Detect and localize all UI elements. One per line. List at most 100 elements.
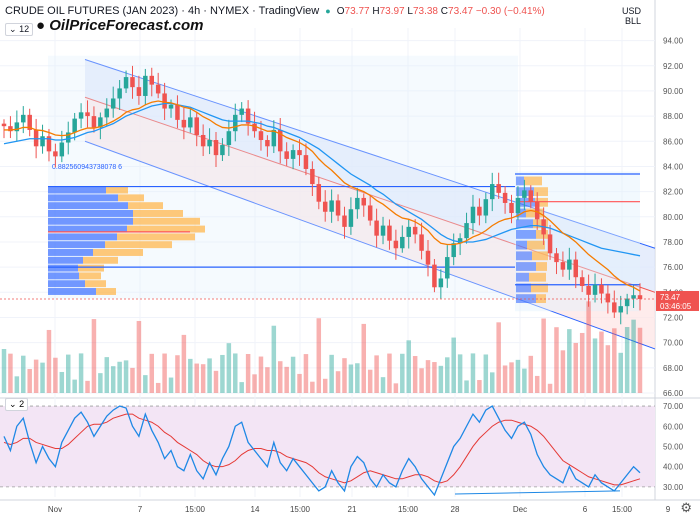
volume-bar [252, 374, 257, 393]
currency-unit[interactable]: USD BLL [622, 6, 641, 26]
volume-bar [329, 354, 334, 393]
vp-bar-up [48, 209, 133, 217]
candle-body [181, 119, 187, 128]
volume-bar [136, 320, 142, 393]
candle-body [265, 140, 270, 147]
volume-bar [265, 367, 270, 393]
candle-body [406, 226, 411, 237]
candle-body [155, 84, 161, 94]
candle-body [438, 278, 444, 288]
volume-bar [117, 361, 122, 393]
price-tick-label: 80.00 [663, 213, 684, 222]
vp-bar-up [48, 288, 96, 295]
volume-bar [400, 353, 405, 393]
rsi-tick-label: 70.00 [663, 402, 684, 411]
watermark-text: OilPriceForecast.com [49, 17, 204, 34]
vp-bar-up [516, 197, 535, 207]
price-tick-label: 94.00 [663, 37, 684, 46]
candle-body [117, 88, 122, 99]
vp-bar-up [516, 219, 533, 229]
volume-bar [290, 356, 296, 393]
candle-body [509, 202, 514, 214]
candle-body [297, 150, 302, 156]
vp-bar-up [516, 262, 536, 271]
candle-body [207, 140, 212, 147]
vp-bar-down [117, 233, 195, 241]
candle-body [380, 225, 386, 236]
candle-body [573, 259, 579, 278]
volume-bar [33, 359, 39, 393]
volume-bar [188, 358, 193, 393]
candle-body [483, 199, 489, 216]
volume-bar [149, 353, 155, 393]
price-tick-label: 82.00 [663, 188, 684, 197]
volume-bar [438, 365, 444, 393]
ohlc-low-value: 73.38 [412, 6, 438, 17]
volume-bar [419, 368, 424, 393]
candle-body [554, 253, 559, 263]
vp-bar-down [527, 240, 545, 250]
volume-bar [534, 375, 540, 393]
rsi-line [3, 405, 641, 497]
candle-body [579, 277, 585, 287]
price-tick-label: 92.00 [663, 62, 684, 71]
vp-bar-up [48, 264, 78, 272]
volume-bar [110, 366, 116, 393]
volume-bar [53, 357, 58, 393]
candle-body [21, 114, 26, 123]
candle-body [110, 98, 116, 109]
vp-bar-up [48, 272, 79, 280]
symbol-title[interactable]: CRUDE OIL FUTURES (JAN 2023) · 4h · NYME… [5, 5, 320, 17]
volume-bar [21, 355, 26, 393]
volume-bar [361, 323, 367, 393]
volume-bar [181, 334, 187, 393]
volume-bar [14, 376, 20, 393]
indicator-collapse-badge[interactable]: ⌄ 12 [5, 23, 34, 36]
candle-body [14, 122, 20, 132]
settings-gear-icon[interactable]: ⚙ [680, 500, 692, 515]
candle-body [348, 209, 354, 227]
watermark-logo: ● OilPriceForecast.com [36, 17, 203, 34]
candle-body [400, 236, 405, 249]
candle-body [322, 201, 328, 212]
candle-body [631, 295, 636, 299]
candle-body [59, 142, 65, 157]
rsi-tick-label: 40.00 [663, 463, 684, 472]
vp-bar-down [106, 186, 128, 194]
candle-body [284, 151, 289, 159]
volume-bar [72, 379, 77, 393]
time-tick-label: 28 [451, 505, 460, 514]
candle-body [528, 190, 534, 202]
ohlc-low-key: L [407, 6, 413, 17]
candle-body [412, 226, 418, 235]
price-tick-label: 78.00 [663, 238, 684, 247]
vp-bar-down [531, 283, 548, 293]
sma-line [3, 102, 641, 257]
rsi-collapse-badge[interactable]: ⌄ 2 [5, 398, 29, 411]
volume-bar [194, 363, 199, 393]
vp-bar-up [48, 186, 106, 194]
candle-body [252, 123, 257, 132]
candle-body [612, 302, 617, 313]
candle-body [220, 145, 225, 156]
rsi-tick-label: 60.00 [663, 422, 684, 431]
candle-body [605, 293, 611, 303]
rsi-tick-label: 50.00 [663, 442, 684, 451]
candle-body [374, 220, 379, 236]
ohlc-high-value: 73.97 [379, 6, 405, 17]
volume-bar [220, 354, 225, 393]
vp-range-zone [48, 55, 518, 299]
time-tick-label: 14 [251, 505, 260, 514]
candle-body [470, 206, 476, 224]
vp-bar-down [79, 272, 101, 280]
volume-bar [567, 329, 572, 393]
volume-bar [168, 377, 174, 393]
volume-bar [387, 353, 392, 393]
volume-bar [586, 301, 591, 393]
candle-body [303, 155, 309, 169]
volume-bar [432, 362, 437, 393]
vp-bar-down [133, 209, 183, 217]
volume-bar [412, 356, 418, 393]
price-tick-label: 72.00 [663, 313, 684, 322]
